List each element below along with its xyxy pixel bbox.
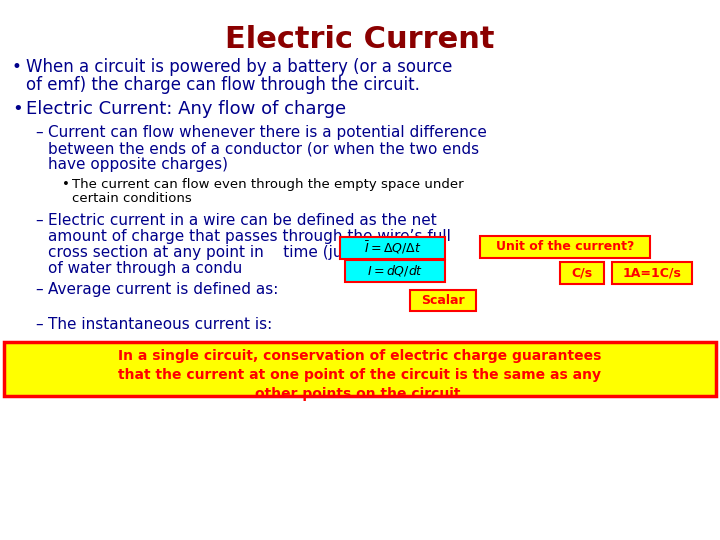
Text: C/s: C/s [572, 267, 593, 280]
Text: $I = dQ/dt$: $I = dQ/dt$ [367, 264, 423, 279]
FancyBboxPatch shape [340, 237, 445, 259]
Text: –: – [35, 125, 42, 140]
Text: The current can flow even through the empty space under: The current can flow even through the em… [72, 178, 464, 191]
FancyBboxPatch shape [4, 342, 716, 396]
FancyBboxPatch shape [480, 236, 650, 258]
Text: Unit of the current?: Unit of the current? [496, 240, 634, 253]
Text: •: • [12, 100, 23, 118]
Text: cross section at any point in    time (ju: cross section at any point in time (ju [48, 245, 343, 260]
Text: Electric Current: Electric Current [225, 25, 495, 54]
FancyBboxPatch shape [612, 262, 692, 284]
Text: •: • [12, 58, 22, 76]
Text: •: • [62, 178, 70, 191]
Text: The instantaneous current is:: The instantaneous current is: [48, 317, 272, 332]
Text: When a circuit is powered by a battery (or a source: When a circuit is powered by a battery (… [26, 58, 452, 76]
Text: –: – [35, 317, 42, 332]
Text: of emf) the charge can flow through the circuit.: of emf) the charge can flow through the … [26, 76, 420, 94]
Text: other points on the circuit.: other points on the circuit. [255, 387, 465, 401]
Text: Average current is defined as:: Average current is defined as: [48, 282, 279, 297]
FancyBboxPatch shape [345, 260, 445, 282]
Text: certain conditions: certain conditions [72, 192, 192, 205]
Text: Current can flow whenever there is a potential difference: Current can flow whenever there is a pot… [48, 125, 487, 140]
Text: have opposite charges): have opposite charges) [48, 157, 228, 172]
Text: Electric Current: Any flow of charge: Electric Current: Any flow of charge [26, 100, 346, 118]
FancyBboxPatch shape [410, 290, 476, 311]
Text: –: – [35, 213, 42, 228]
Text: that the current at one point of the circuit is the same as any: that the current at one point of the cir… [119, 368, 601, 382]
Text: amount of charge that passes through the wire’s full: amount of charge that passes through the… [48, 229, 451, 244]
Text: In a single circuit, conservation of electric charge guarantees: In a single circuit, conservation of ele… [118, 349, 602, 363]
Text: Electric current in a wire can be defined as the net: Electric current in a wire can be define… [48, 213, 437, 228]
Text: between the ends of a conductor (or when the two ends: between the ends of a conductor (or when… [48, 141, 479, 156]
Text: –: – [35, 282, 42, 297]
Text: 1A=1C/s: 1A=1C/s [623, 267, 681, 280]
Text: Scalar: Scalar [421, 294, 465, 307]
Text: of water through a condu: of water through a condu [48, 261, 242, 276]
Text: $\bar{I} = \Delta Q/\Delta t$: $\bar{I} = \Delta Q/\Delta t$ [364, 240, 421, 256]
FancyBboxPatch shape [560, 262, 604, 284]
